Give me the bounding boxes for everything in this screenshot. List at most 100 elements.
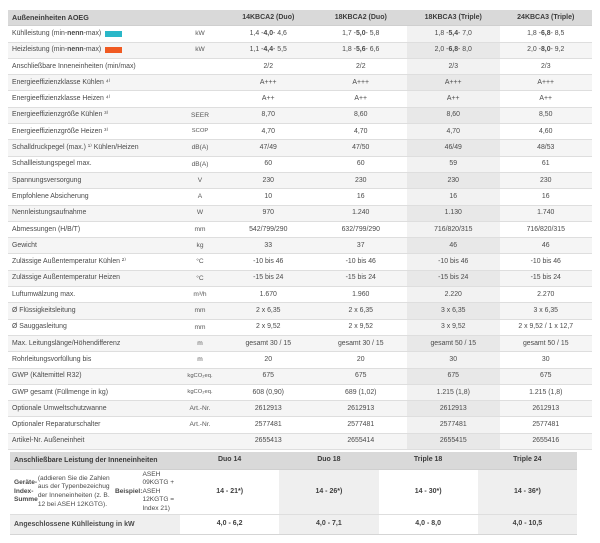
- row-unit: W: [196, 209, 204, 217]
- spec-row: Rohrleitungsvorfüllung bis m 20 20 30 30: [8, 352, 592, 369]
- row-label: Energieeffizienzgröße Kühlen ³⁾: [12, 111, 109, 119]
- spec-table-title: Außeneinheiten AOEG: [12, 12, 89, 22]
- spec-value-cell: 46: [407, 238, 500, 254]
- row-unit: kgCO₂eq.: [187, 372, 213, 379]
- row-label: Anschließbare Inneneinheiten (min/max): [12, 62, 136, 70]
- row-unit: [178, 59, 222, 74]
- row-unit: dB(A): [191, 160, 209, 168]
- capacity-value-cell: 4,0 - 10,5: [477, 515, 577, 534]
- row-unit: m: [197, 339, 203, 347]
- row-unit: m³/h: [193, 290, 207, 298]
- row-unit: kg: [196, 242, 204, 250]
- spec-value-cell: 20: [264, 355, 273, 363]
- spec-value-cell: 2 x 9,52 / 1 x 12,7: [518, 323, 574, 331]
- row-label: Schalldruckpegel (max.) ¹⁾ Kühlen/Heizen: [12, 144, 139, 152]
- spec-value-cell: 2 x 6,35: [255, 307, 281, 315]
- spec-value-cell: 230: [407, 172, 500, 189]
- row-label: Ø Flüssigkeitsleitung: [12, 307, 76, 315]
- model-column-header-1: 14KBCA2 (Duo): [242, 13, 295, 21]
- model-column-header-2: 18KBCA2 (Duo): [334, 13, 387, 21]
- capacity-table-body: Geräte-Index-Summe (addieren Sie die Zah…: [10, 470, 577, 535]
- spec-value-cell: 33: [264, 241, 273, 249]
- cooling-color-swatch: [105, 30, 123, 38]
- row-label: Nennleistungsaufnahme: [12, 209, 87, 217]
- row-label: Optionaler Reparaturschalter: [12, 421, 101, 429]
- spec-row: Optionaler Reparaturschalter Art.-Nr. 2577…: [8, 417, 592, 434]
- row-label: Rohrleitungsvorfüllung bis: [12, 355, 92, 363]
- spec-value-cell: 2577481: [254, 421, 282, 429]
- spec-row: Ø Flüssigkeitsleitung mm 2 x 6,35 2 x 6,35 3…: [8, 303, 592, 320]
- spec-value-cell: 675: [262, 372, 275, 380]
- value-text: - 8,0: [458, 46, 472, 54]
- spec-value-cell: 3 x 6,35: [533, 307, 559, 315]
- spec-row: Empfohlene Absicherung A 10 16 16 16: [8, 189, 592, 206]
- capacity-value-cell: 14 - 30*): [414, 487, 442, 495]
- capacity-table-title: Anschließbare Leistung der Inneneinheite…: [14, 456, 158, 464]
- spec-value-cell: 716/820/315: [407, 221, 500, 238]
- value-text: - 7,0: [458, 29, 472, 37]
- row-label: GWP (Kältemittel R32): [12, 372, 82, 380]
- row-unit: [178, 91, 222, 106]
- label-text: Angeschlossene Kühlleistung in kW: [14, 520, 135, 528]
- capacity-table-header-row: Anschließbare Leistung der Inneneinheite…: [10, 452, 577, 470]
- spec-value-cell: 716/820/315: [526, 225, 565, 233]
- spec-value-cell: 46: [541, 241, 550, 249]
- row-unit: dB(A): [191, 144, 209, 152]
- spec-value-cell: 2,0 - 8,0 - 9,2: [500, 43, 593, 58]
- row-label: GWP gesamt (Füllmenge in kg): [12, 388, 108, 396]
- spec-value-cell: 60: [356, 160, 365, 168]
- spec-value-cell: 60: [264, 160, 273, 168]
- value-text: - 4,6: [273, 29, 287, 37]
- spec-value-cell: 3 x 6,35: [407, 303, 500, 319]
- spec-value-cell: 47/50: [352, 144, 370, 152]
- spec-value-cell: 3 x 9,52: [407, 319, 500, 335]
- spec-value-cell: gesamt 30 / 15: [337, 339, 384, 347]
- row-label: Angeschlossene Kühlleistung in kW: [10, 515, 180, 534]
- spec-value-cell: 16: [356, 192, 365, 200]
- value-text: 1,7 -: [342, 29, 356, 37]
- label-text: nenn: [67, 46, 84, 54]
- spec-value-cell: 2/2: [263, 62, 274, 70]
- row-unit: mm: [194, 323, 206, 331]
- value-text: 2,0 -: [527, 46, 541, 54]
- spec-row: Zulässige Außentemperatur Heizen °C -15 bi…: [8, 270, 592, 288]
- row-unit: kW: [195, 46, 205, 54]
- spec-value-cell: -15 bis 24: [407, 270, 500, 287]
- spec-value-cell: -15 bis 24: [530, 274, 561, 282]
- indoor-units-capacity-table: Anschließbare Leistung der Inneneinheite…: [10, 452, 577, 535]
- spec-value-cell: 1,1 - 4,4 - 5,5: [222, 43, 315, 58]
- spec-value-cell: 2655416: [532, 437, 560, 445]
- spec-value-cell: -15 bis 24: [253, 274, 284, 282]
- spec-value-cell: 59: [407, 156, 500, 172]
- spec-row: Spannungsversorgung V 230 230 230 230: [8, 172, 592, 190]
- row-label: Gewicht: [12, 241, 37, 249]
- spec-value-cell: 16: [541, 192, 550, 200]
- row-unit: V: [197, 176, 203, 184]
- spec-value-cell: 2612913: [347, 404, 375, 412]
- spec-row: Kühlleistung (min-nenn -max) kW 1,4 - 4,0 -…: [8, 26, 593, 43]
- spec-value-cell: 30: [541, 355, 550, 363]
- spec-row: Optionale Umweltschutzwanne Art.-Nr. 26129…: [8, 401, 592, 418]
- spec-row: Luftumwälzung max. m³/h 1.670 1.960 2.220 2.2…: [8, 287, 592, 304]
- spec-value-cell: 675: [355, 372, 367, 380]
- value-text: 1,4 -: [249, 29, 264, 37]
- spec-value-cell: gesamt 50 / 15: [407, 335, 500, 352]
- spec-value-cell: 8,70: [261, 111, 275, 119]
- spec-value-cell: 20: [356, 355, 365, 363]
- row-unit: kW: [195, 30, 205, 38]
- row-unit: [178, 75, 222, 90]
- row-label: Empfohlene Absicherung: [12, 192, 89, 200]
- spec-value-cell: 230: [540, 176, 552, 184]
- row-label: Abmessungen (H/B/T): [12, 225, 81, 233]
- spec-value-cell: 1.215 (1,8): [529, 388, 563, 396]
- spec-value-cell: 8,50: [539, 111, 553, 119]
- spec-value-cell: 1,4 - 4,0 - 4,6: [222, 26, 315, 41]
- spec-value-cell: A+++: [407, 75, 500, 91]
- label-text: ASEH 09KGTG + ASEH 12KGTG = Index 21): [142, 470, 175, 512]
- spec-value-cell: A++: [354, 95, 368, 103]
- spec-value-cell: 2.220: [407, 287, 500, 303]
- spec-value-cell: 1,8 - 6,8 - 8,5: [500, 26, 593, 41]
- spec-value-cell: 16: [407, 189, 500, 205]
- spec-value-cell: 2655414: [347, 437, 375, 445]
